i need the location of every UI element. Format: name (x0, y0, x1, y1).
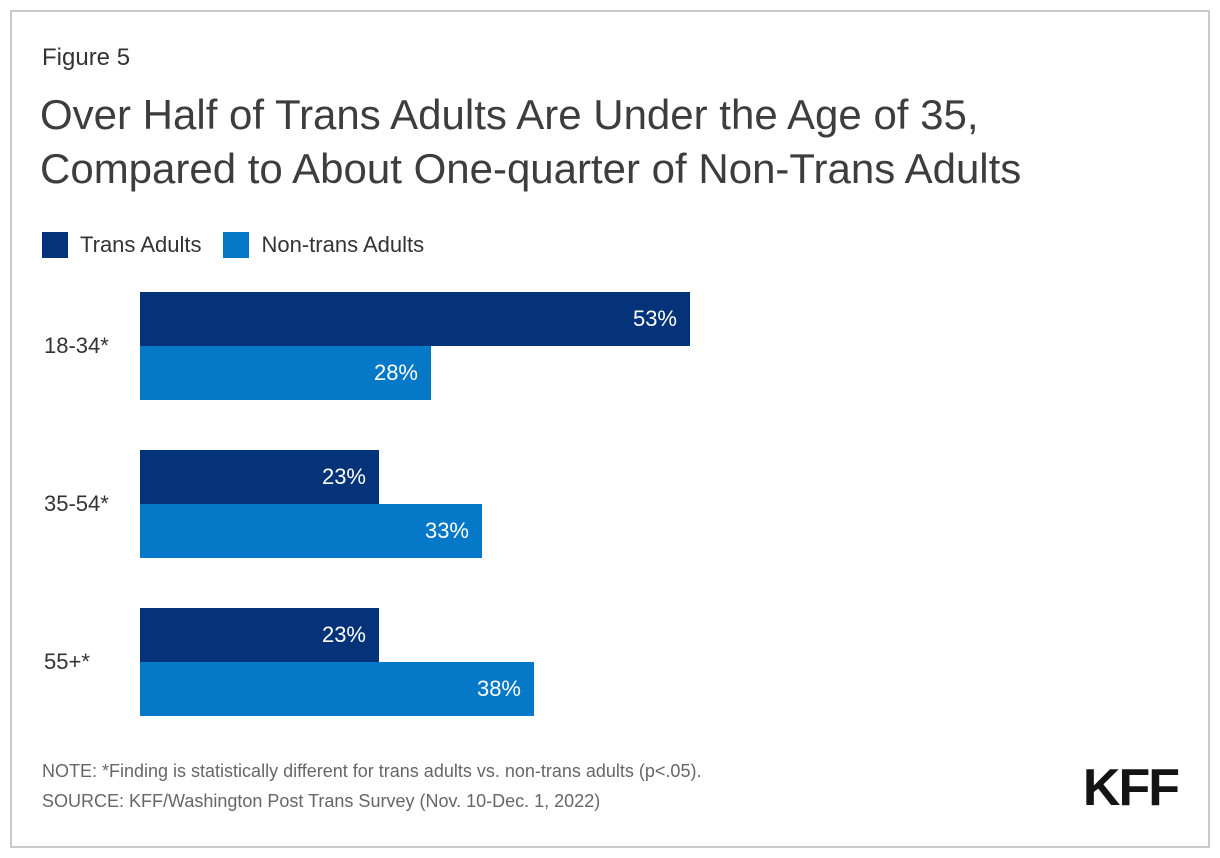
legend: Trans Adults Non-trans Adults (42, 232, 424, 258)
bar-pair: 23% 38% (140, 608, 534, 716)
chart-title: Over Half of Trans Adults Are Under the … (40, 91, 1022, 192)
bar-non-trans-18-34: 28% (140, 346, 431, 400)
bar-pair: 53% 28% (140, 292, 690, 400)
note-text: NOTE: *Finding is statistically differen… (42, 761, 702, 781)
bar-value-label: 28% (373, 360, 418, 385)
footnote-block: NOTE: *Finding is statistically differen… (42, 756, 701, 816)
bar-non-trans-55-plus: 38% (140, 662, 534, 716)
bar-value-label: 23% (321, 622, 366, 647)
figure-card: Figure 5 Over Half of Trans Adults Are U… (10, 10, 1210, 848)
bar-group-35-54: 35-54* 23% 33% (12, 450, 1208, 558)
figure-label: Figure 5 (42, 44, 131, 71)
bar-trans-18-34: 53% (140, 292, 690, 346)
bar-value-label: 53% (632, 306, 677, 331)
category-label: 55+* (44, 649, 90, 674)
bar-group-18-34: 18-34* 53% 28% (12, 292, 1208, 400)
bar-value-label: 38% (476, 676, 521, 701)
legend-label: Non-trans Adults (261, 232, 425, 257)
legend-item-trans-adults: Trans Adults (42, 232, 201, 258)
bar-trans-35-54: 23% (140, 450, 379, 504)
non-trans-adults-swatch-icon (223, 232, 250, 258)
trans-adults-swatch-icon (42, 232, 68, 258)
bar-value-label: 23% (321, 464, 366, 489)
legend-label: Trans Adults (80, 232, 202, 257)
source-text: SOURCE: KFF/Washington Post Trans Survey… (42, 791, 601, 811)
category-label: 18-34* (44, 333, 109, 358)
bar-pair: 23% 33% (140, 450, 482, 558)
bar-value-label: 33% (424, 518, 469, 543)
bar-trans-55-plus: 23% (140, 608, 379, 662)
bar-non-trans-35-54: 33% (140, 504, 482, 558)
bar-group-55-plus: 55+* 23% 38% (12, 608, 1208, 716)
category-label: 35-54* (44, 491, 109, 516)
legend-item-non-trans-adults: Non-trans Adults (223, 232, 424, 258)
kff-logo: KFF (1082, 759, 1180, 817)
